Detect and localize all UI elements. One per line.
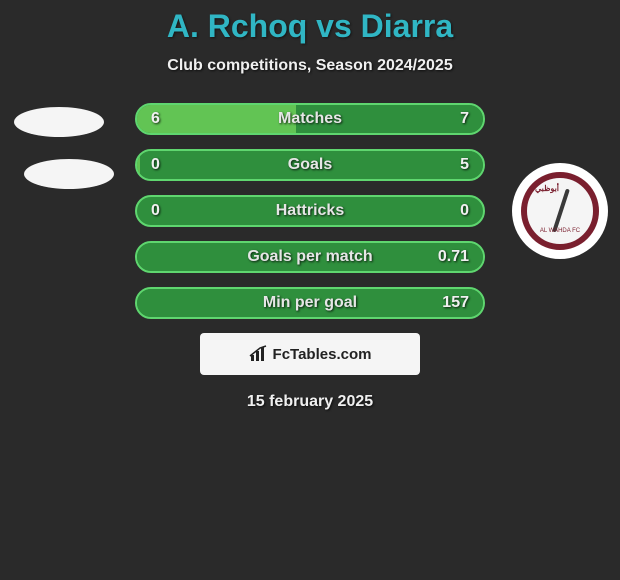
branding-label: FcTables.com (273, 346, 372, 363)
date-label: 15 february 2025 (0, 393, 620, 411)
bars-chart-icon (249, 345, 269, 363)
subtitle: Club competitions, Season 2024/2025 (0, 57, 620, 75)
club-badge-icon: أبوظبي AL WAHDA FC (521, 172, 599, 250)
stat-label: Hattricks (137, 197, 483, 225)
stat-row: Goals0 5 (135, 149, 485, 181)
stat-value-left: 6 (151, 105, 160, 133)
stat-value-right: 157 (442, 289, 469, 317)
badge-stroke-icon (552, 188, 570, 232)
stat-label: Goals (137, 151, 483, 179)
stat-value-right: 7 (460, 105, 469, 133)
stat-bars: Matches67Goals05Hattricks00Goals per mat… (135, 103, 485, 319)
stats-area: أبوظبي AL WAHDA FC Matches67Goals05Hattr… (0, 103, 620, 319)
badge-arabic-label: أبوظبي (535, 184, 559, 193)
player2-club-badge: أبوظبي AL WAHDA FC (512, 163, 608, 259)
stat-value-right: 5 (460, 151, 469, 179)
stat-label: Matches (137, 105, 483, 133)
stat-row: Min per goal157 (135, 287, 485, 319)
stat-label: Min per goal (137, 289, 483, 317)
stat-value-right: 0.71 (438, 243, 469, 271)
player1-badge-placeholder-1 (14, 107, 104, 137)
player1-badge-placeholder-2 (24, 159, 114, 189)
stat-row: Matches6 7 (135, 103, 485, 135)
stat-row: Goals per match0.71 (135, 241, 485, 273)
branding-box[interactable]: FcTables.com (200, 333, 420, 375)
stat-value-right: 0 (460, 197, 469, 225)
stat-value-left: 0 (151, 151, 160, 179)
comparison-widget: A. Rchoq vs Diarra Club competitions, Se… (0, 0, 620, 411)
stat-label: Goals per match (137, 243, 483, 271)
stat-row: Hattricks0 0 (135, 195, 485, 227)
page-title: A. Rchoq vs Diarra (0, 8, 620, 45)
badge-latin-label: AL WAHDA FC (535, 228, 585, 234)
stat-value-left: 0 (151, 197, 160, 225)
